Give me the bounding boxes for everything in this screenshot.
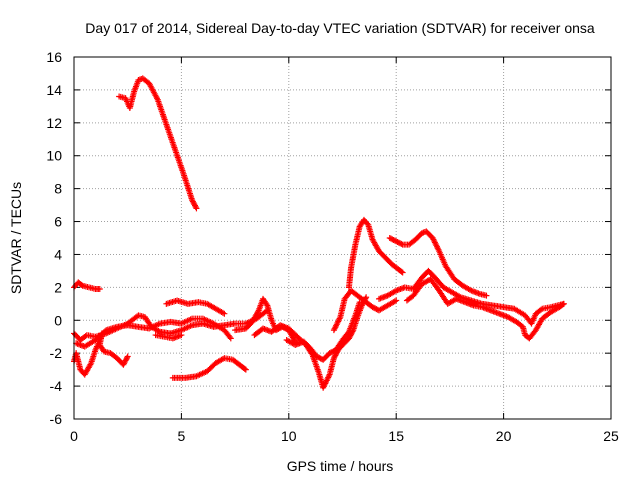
series-arc-low-mid — [169, 355, 249, 381]
y-tick-label: 16 — [46, 49, 62, 65]
data-point — [193, 205, 200, 212]
data-point — [263, 301, 270, 308]
y-tick-label: 6 — [54, 214, 62, 230]
data-point — [227, 335, 234, 342]
data-point — [399, 269, 406, 276]
y-tick-label: -2 — [50, 345, 63, 361]
data-point — [559, 301, 566, 308]
series-arc-mid-2 — [152, 332, 185, 342]
series-arc-high — [116, 75, 200, 212]
series-arc-band-b — [73, 315, 234, 350]
series-arc-hump-2 — [386, 228, 490, 299]
data-marks — [71, 75, 567, 391]
data-point — [192, 204, 199, 211]
y-tick-label: -6 — [50, 411, 63, 427]
data-point — [242, 366, 249, 373]
y-tick-label: 12 — [46, 115, 62, 131]
data-point — [363, 294, 370, 301]
grid-lines — [74, 57, 611, 419]
data-point — [344, 330, 351, 337]
x-tick-label: 0 — [70, 428, 78, 444]
x-axis-label: GPS time / hours — [287, 458, 394, 474]
data-point — [78, 281, 85, 288]
x-tick-label: 15 — [388, 428, 404, 444]
y-tick-labels: -6 -4 -2 0 2 4 6 8 10 12 14 16 — [46, 49, 62, 427]
plot-border — [73, 56, 612, 420]
series-arc-hump-1 — [345, 216, 406, 291]
x-tick-label: 5 — [178, 428, 186, 444]
y-tick-label: 8 — [54, 181, 62, 197]
y-tick-label: 0 — [54, 312, 62, 328]
series-arc-center-4 — [330, 287, 400, 334]
data-point — [398, 268, 405, 275]
y-axis-label: SDTVAR / TECUs — [8, 182, 24, 294]
x-tick-label: 10 — [281, 428, 297, 444]
data-point — [221, 310, 228, 317]
series-arc-right-2 — [403, 276, 567, 342]
data-point — [483, 292, 490, 299]
y-tick-label: 4 — [54, 246, 62, 262]
y-tick-label: 10 — [46, 148, 62, 164]
x-tick-labels: 0 5 10 15 20 25 — [70, 428, 619, 444]
data-point — [123, 354, 130, 361]
x-tick-label: 25 — [603, 428, 619, 444]
data-point — [226, 334, 233, 341]
data-point — [178, 332, 185, 339]
data-point — [241, 365, 248, 372]
series-arc-center-3 — [283, 299, 363, 363]
data-point — [96, 286, 103, 293]
x-tick-label: 20 — [496, 428, 512, 444]
series-arc-left-top — [71, 279, 103, 293]
y-tick-label: -4 — [50, 378, 63, 394]
data-point — [560, 300, 567, 307]
y-tick-label: 2 — [54, 279, 62, 295]
chart-title: Day 017 of 2014, Sidereal Day-to-day VTE… — [85, 20, 595, 36]
data-point — [393, 297, 400, 304]
series-arc-mid-1 — [163, 297, 228, 317]
y-tick-label: 14 — [46, 82, 62, 98]
data-point — [124, 353, 131, 360]
data-point — [537, 306, 544, 313]
axis-ticks — [73, 56, 612, 420]
data-point — [398, 240, 405, 247]
series-arc-right-1 — [376, 267, 567, 327]
